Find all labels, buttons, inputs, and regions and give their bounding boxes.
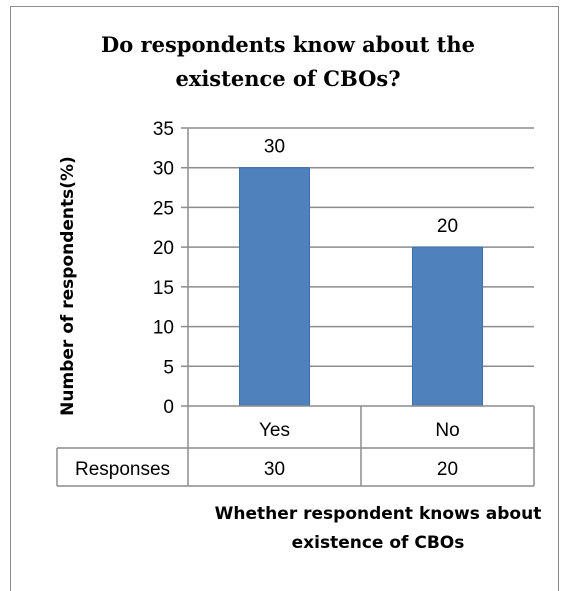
data-label: 30 xyxy=(264,137,285,158)
y-tick-label: 5 xyxy=(163,357,174,378)
table-value-cell: 20 xyxy=(437,459,458,480)
bars xyxy=(239,167,483,407)
y-tick-label: 30 xyxy=(153,159,174,180)
data-label: 20 xyxy=(437,216,458,237)
y-tick-label: 20 xyxy=(153,238,174,259)
y-tick-label: 10 xyxy=(153,318,174,339)
data-table: Yes 30 No 20 Responses xyxy=(56,405,535,487)
x-axis-title-line2: existence of CBOs xyxy=(292,533,465,553)
table-category-cell: No xyxy=(435,420,459,441)
x-axis-title-line1: Whether respondent knows about xyxy=(215,504,542,524)
chart-title-line2: existence of CBOs? xyxy=(175,66,400,91)
data-labels: 30 20 xyxy=(264,137,458,237)
y-tick-label: 15 xyxy=(153,278,174,299)
y-axis-ticks: 0 5 10 15 20 25 30 35 xyxy=(153,119,188,418)
table-value-cell: 30 xyxy=(264,459,285,480)
y-tick-label: 35 xyxy=(153,119,174,140)
chart-title-line1: Do respondents know about the xyxy=(101,32,475,57)
y-tick-label: 25 xyxy=(153,198,174,219)
y-tick-label: 0 xyxy=(163,397,174,418)
y-axis-title: Number of respondents(%) xyxy=(58,156,78,416)
table-category-cell: Yes xyxy=(259,420,290,441)
bar-yes xyxy=(239,167,310,407)
table-series-name: Responses xyxy=(75,459,170,480)
chart-frame xyxy=(10,6,559,591)
bar-no xyxy=(412,246,483,407)
